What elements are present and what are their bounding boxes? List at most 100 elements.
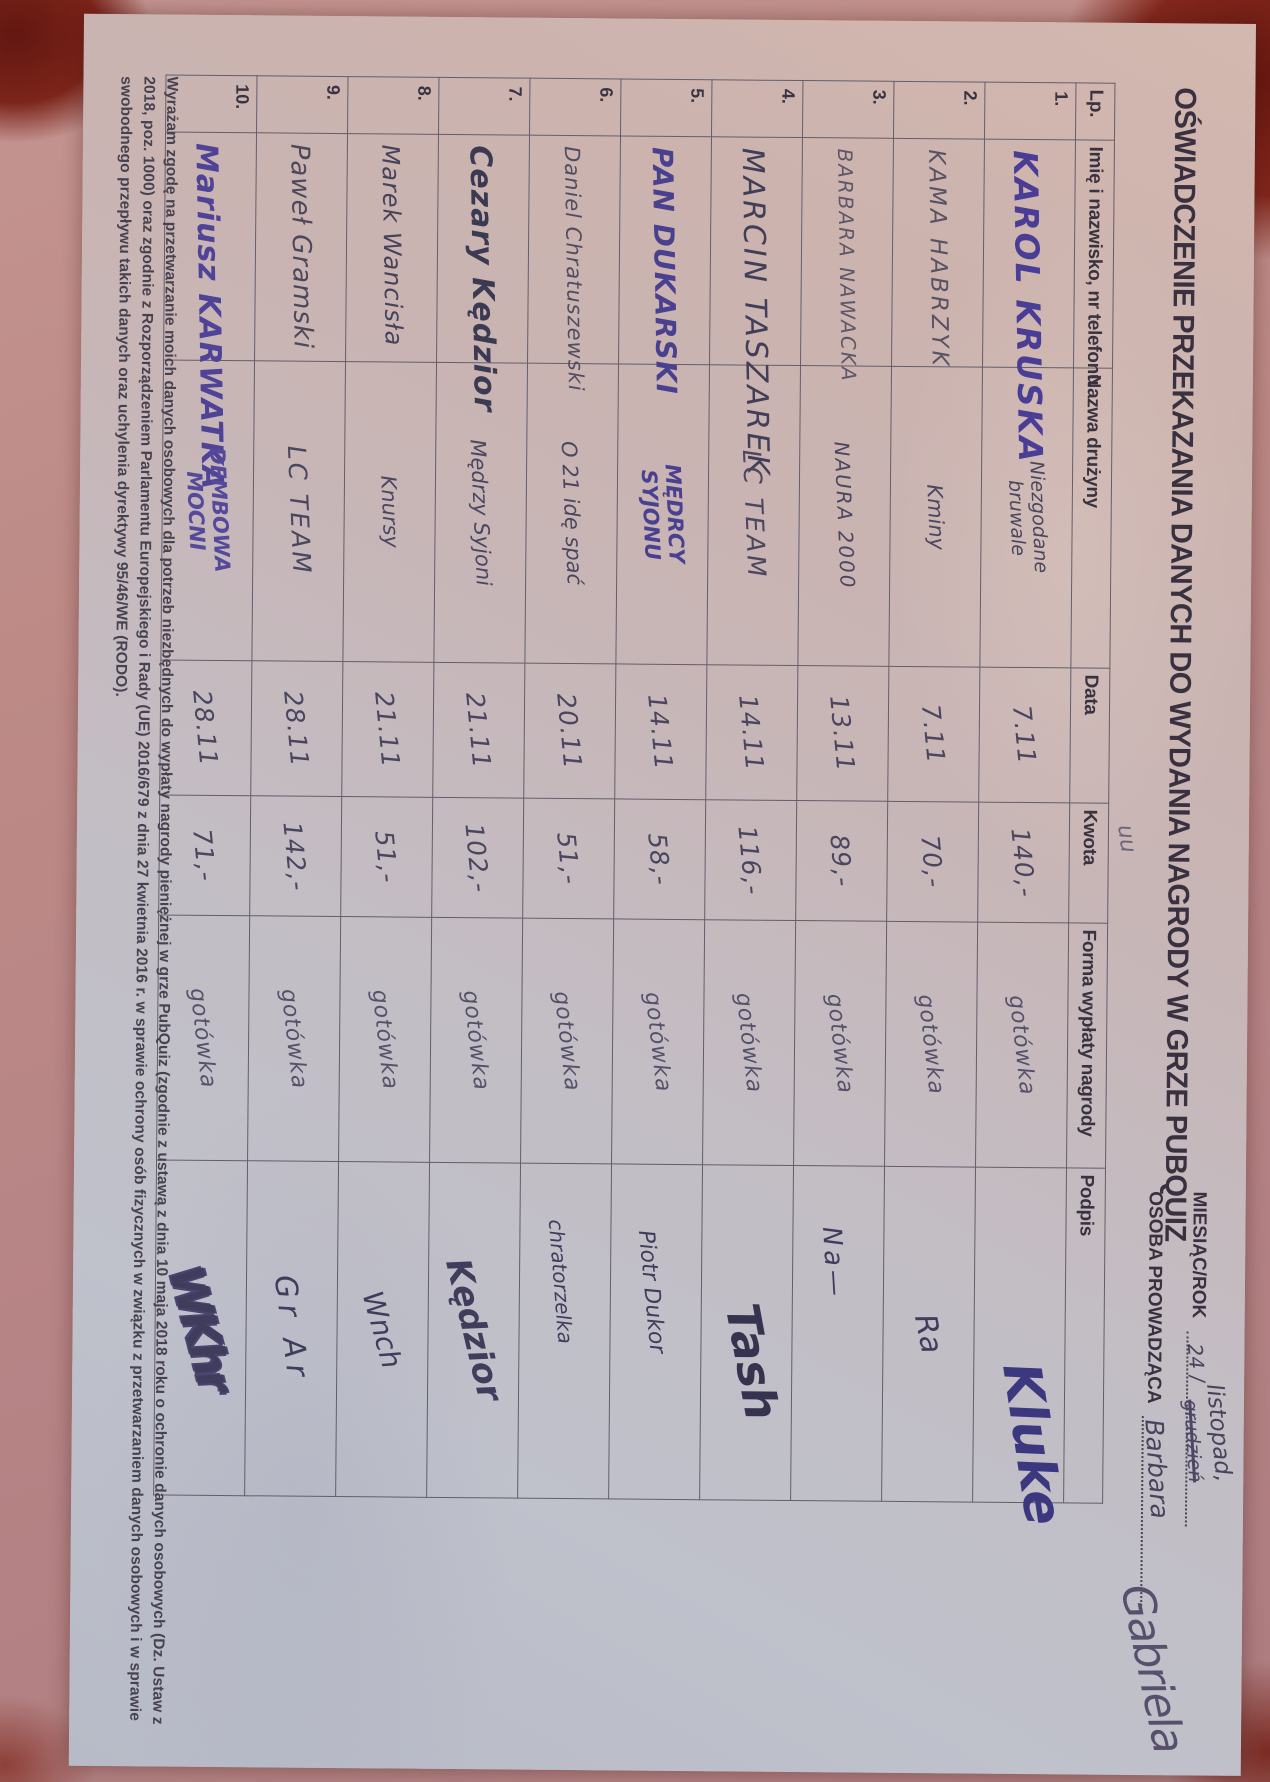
signature-handwriting: Gr Ar [267,1272,316,1385]
name-handwriting: Cezary Kędzior [462,144,503,413]
cell-name: KAROL KRUSKA [982,139,1076,464]
team-handwriting: MĘDRCY SYJONU [636,463,689,565]
cell-team: Kminy [888,366,983,668]
table-row: 4. MARCIN TASZAREK LC TEAM 14.11 116,- g… [699,79,803,1501]
payment-handwriting: gotówka [184,986,222,1090]
cell-lp: 4. [711,79,803,138]
amount-handwriting: 51,- [369,829,404,885]
team-handwriting: LC TEAM [282,445,317,577]
cell-name: BARBARA NAWACKA [800,137,894,383]
column-header-signature: Podpis [1063,1167,1106,1504]
amount-handwriting: 102,- [459,821,496,894]
table-row: 9. Paweł Gramski LC TEAM 28.11 142,- got… [244,75,349,1497]
cell-date: 13.11 [796,665,889,802]
amount-handwriting: 140,- [1005,826,1042,899]
name-handwriting: Daniel Chratuszewski [559,145,588,392]
date-handwriting: 28.11 [187,688,224,768]
team-handwriting: Mędrzy Syjoni [465,438,496,587]
table-row: 3. BARBARA NAWACKA NAURA 2000 13.11 89,-… [790,80,894,1502]
cell-amount: 58,- [613,798,706,920]
cell-signature: Ra [881,1166,976,1503]
cell-team: NAURA 2000 [797,365,892,667]
team-handwriting: O 21 idę spać [556,441,587,587]
name-handwriting: Paweł Gramski [284,143,318,350]
payment-handwriting: gotówka [548,989,586,1093]
cell-name: KAMA HABRZYK [891,138,985,369]
month-value-handwriting: 24 / [1182,1342,1210,1383]
cell-name: Daniel Chratuszewski [527,135,621,392]
payment-handwriting: gotówka [1003,993,1041,1097]
name-handwriting: KAMA HABRZYK [923,149,953,369]
date-handwriting: 14.11 [642,692,679,772]
payment-handwriting: gotówka [730,991,768,1095]
amount-handwriting: 70,- [915,834,950,890]
cell-date: 20.11 [523,663,616,799]
cell-name: MARCIN TASZAREK [709,136,803,478]
payment-handwriting: gotówka [821,991,859,1095]
amount-handwriting: 116,- [732,824,769,897]
team-handwriting: DEMBOWA MOCNI [182,446,235,573]
amount-handwriting: 89,- [824,833,859,889]
signature-handwriting: Ra [907,1311,950,1357]
cell-lp: 5. [620,78,712,137]
cell-team: MĘDRCY SYJONU [615,363,710,665]
date-handwriting: 20.11 [551,691,588,771]
column-header-date: Data [1069,667,1110,804]
paper-sheet: OŚWIADCZENIE PRZEKAZANIA DANYCH DO WYDAN… [68,13,1256,1776]
cell-amount: 51,- [340,796,433,918]
name-handwriting: KAROL KRUSKA [1006,149,1051,465]
cell-date: 21.11 [432,662,525,799]
cell-payment: gotówka [338,916,432,1163]
cell-amount: 51,- [522,798,615,919]
date-handwriting: 7.11 [1007,703,1043,767]
cell-amount: 140,- [977,802,1070,923]
cell-signature: Wnch [335,1161,430,1498]
table-row: 6. Daniel Chratuszewski O 21 idę spać 20… [517,78,621,1499]
cell-name: Marek Wancisła [345,133,439,363]
cell-date: 7.11 [887,666,980,803]
cell-date: 14.11 [614,663,707,800]
date-handwriting: 28.11 [278,689,315,769]
month-label: MIESIĄC/ROK [1187,1191,1210,1319]
cell-lp: 3. [802,80,894,139]
date-handwriting: 14.11 [733,693,770,773]
cell-amount: 89,- [795,800,888,922]
cell-signature: Kluke [972,1167,1074,1529]
table-row: 1. KAROL KRUSKA Niezgodane bruwale 7.11 … [972,82,1076,1529]
cell-team: Knursy [342,361,437,663]
table-row: 7. Cezary Kędzior Mędrzy Syjoni 21.11 10… [426,77,530,1499]
name-handwriting: PAN DUKARSKI [646,146,684,396]
amount-handwriting: 142,- [277,820,314,893]
cell-amount: 116,- [704,799,797,921]
column-header-payment: Forma wypłaty nagrody [1066,922,1108,1169]
column-header-lp: Lp. [1075,82,1115,141]
cell-signature: Piotr Dukor [608,1163,703,1500]
column-header-team: Nazwa drużyny [1070,367,1113,669]
team-handwriting: LC TEAM [737,449,772,581]
cell-payment: gotówka [247,915,341,1162]
cell-payment: gotówka [884,921,978,1168]
prize-table: Lp. Imię i nazwisko, nr telefonu Nazwa d… [153,74,1115,1529]
cell-team: LC TEAM [251,360,346,662]
signature-handwriting: Kluke [990,1359,1074,1530]
signature-handwriting: Tash [714,1299,790,1425]
team-handwriting: Knursy [376,475,404,549]
date-handwriting: 7.11 [916,703,952,766]
cell-name: Cezary Kędzior [436,134,530,413]
cell-lp: 1. [984,82,1076,140]
cell-name: PAN DUKARSKI [618,135,712,395]
cell-lp: 8. [347,76,440,135]
date-handwriting: 21.11 [369,689,406,769]
payment-handwriting: gotówka [912,992,950,1096]
payment-handwriting: gotówka [275,987,313,1091]
cell-amount: 70,- [886,801,979,923]
signature-handwriting: Piotr Dukor [633,1229,671,1355]
cell-date: 28.11 [250,660,343,797]
table-row: 8. Marek Wancisła Knursy 21.11 51,- gotó… [335,76,440,1498]
payment-handwriting: gotówka [366,987,404,1091]
signature-handwriting: Na— [816,1225,851,1302]
cell-signature: Tash [699,1164,794,1501]
name-handwriting: MARCIN TASZAREK [735,147,776,478]
cell-payment: gotówka [429,917,523,1164]
